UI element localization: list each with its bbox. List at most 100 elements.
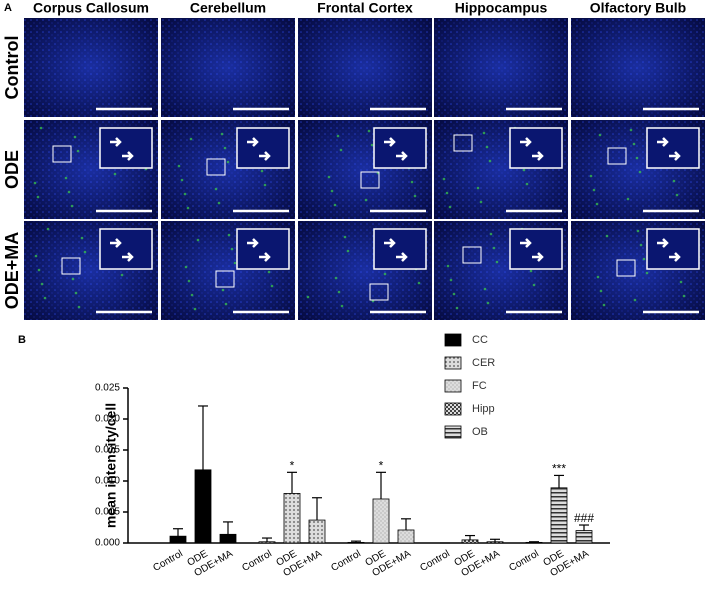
green-signal bbox=[492, 246, 496, 250]
green-signal bbox=[672, 179, 676, 183]
green-signal bbox=[221, 288, 225, 292]
green-signal bbox=[73, 135, 77, 139]
green-signal bbox=[37, 268, 41, 272]
green-signal bbox=[39, 126, 43, 130]
bar bbox=[219, 533, 237, 544]
green-signal bbox=[364, 198, 368, 202]
inset bbox=[373, 228, 427, 270]
green-signal bbox=[636, 229, 640, 233]
green-signal bbox=[446, 264, 450, 268]
green-signal bbox=[488, 159, 492, 163]
inset bbox=[646, 228, 700, 270]
roi-box bbox=[607, 147, 627, 165]
green-signal bbox=[346, 249, 350, 253]
green-signal bbox=[483, 287, 487, 291]
column-header: Corpus Callosum bbox=[33, 0, 149, 16]
inset bbox=[509, 127, 563, 169]
y-tick-label: 0.015 bbox=[95, 445, 120, 456]
inset bbox=[373, 127, 427, 169]
arrow bbox=[110, 238, 122, 248]
arrow bbox=[532, 151, 544, 161]
significance: *** bbox=[552, 462, 566, 476]
green-signal bbox=[214, 187, 218, 191]
green-signal bbox=[330, 189, 334, 193]
green-signal bbox=[230, 247, 234, 251]
green-signal bbox=[80, 236, 84, 240]
green-signal bbox=[340, 304, 344, 308]
micrograph-texture bbox=[24, 18, 158, 117]
legend-label: OB bbox=[472, 426, 488, 438]
arrow bbox=[669, 252, 681, 262]
arrow bbox=[247, 137, 259, 147]
inset bbox=[509, 228, 563, 270]
green-signal bbox=[306, 295, 310, 299]
micrograph-texture bbox=[161, 18, 295, 117]
column-header: Hippocampus bbox=[455, 0, 548, 16]
green-signal bbox=[679, 280, 683, 284]
green-signal bbox=[217, 201, 221, 205]
significance: * bbox=[379, 458, 384, 472]
green-signal bbox=[442, 177, 446, 181]
green-signal bbox=[33, 181, 37, 185]
green-signal bbox=[177, 164, 181, 168]
significance: * bbox=[290, 458, 295, 472]
green-signal bbox=[224, 302, 228, 306]
green-signal bbox=[638, 170, 642, 174]
green-signal bbox=[334, 276, 338, 280]
green-signal bbox=[70, 204, 74, 208]
green-signal bbox=[476, 186, 480, 190]
green-signal bbox=[639, 243, 643, 247]
green-signal bbox=[485, 145, 489, 149]
arrow bbox=[396, 252, 408, 262]
legend-swatch bbox=[444, 356, 462, 370]
green-signal bbox=[605, 234, 609, 238]
green-signal bbox=[76, 149, 80, 153]
green-signal bbox=[36, 195, 40, 199]
y-tick-label: 0.020 bbox=[95, 414, 120, 425]
green-signal bbox=[270, 284, 274, 288]
green-signal bbox=[598, 133, 602, 137]
green-signal bbox=[46, 227, 50, 231]
row-label: ODE bbox=[2, 150, 22, 189]
green-signal bbox=[180, 178, 184, 182]
legend-label: CC bbox=[472, 334, 488, 346]
x-tick-label: Control bbox=[151, 548, 184, 574]
x-tick-label: Control bbox=[329, 548, 362, 574]
green-signal bbox=[227, 233, 231, 237]
green-signal bbox=[626, 197, 630, 201]
roi-box bbox=[616, 259, 636, 277]
green-signal bbox=[339, 148, 343, 152]
arrow bbox=[259, 151, 271, 161]
green-signal bbox=[184, 265, 188, 269]
green-signal bbox=[675, 193, 679, 197]
green-signal bbox=[370, 143, 374, 147]
green-signal bbox=[632, 142, 636, 146]
green-signal bbox=[682, 294, 686, 298]
bar bbox=[575, 530, 593, 544]
roi-box bbox=[206, 158, 226, 176]
roi-box bbox=[215, 270, 235, 288]
bar bbox=[283, 492, 301, 544]
green-signal bbox=[327, 175, 331, 179]
green-signal bbox=[449, 278, 453, 282]
significance: ### bbox=[574, 511, 594, 525]
green-signal bbox=[113, 172, 117, 176]
green-signal bbox=[189, 137, 193, 141]
green-signal bbox=[196, 238, 200, 242]
green-signal bbox=[629, 128, 633, 132]
green-signal bbox=[602, 303, 606, 307]
green-signal bbox=[489, 232, 493, 236]
green-signal bbox=[263, 183, 267, 187]
green-signal bbox=[482, 131, 486, 135]
green-signal bbox=[67, 190, 71, 194]
panel-label: B bbox=[18, 334, 26, 346]
green-signal bbox=[417, 281, 421, 285]
green-signal bbox=[592, 188, 596, 192]
arrow bbox=[532, 252, 544, 262]
green-signal bbox=[413, 194, 417, 198]
green-signal bbox=[383, 272, 387, 276]
bar bbox=[372, 498, 390, 544]
green-signal bbox=[40, 282, 44, 286]
inset bbox=[236, 127, 290, 169]
x-tick-label: Control bbox=[240, 548, 273, 574]
